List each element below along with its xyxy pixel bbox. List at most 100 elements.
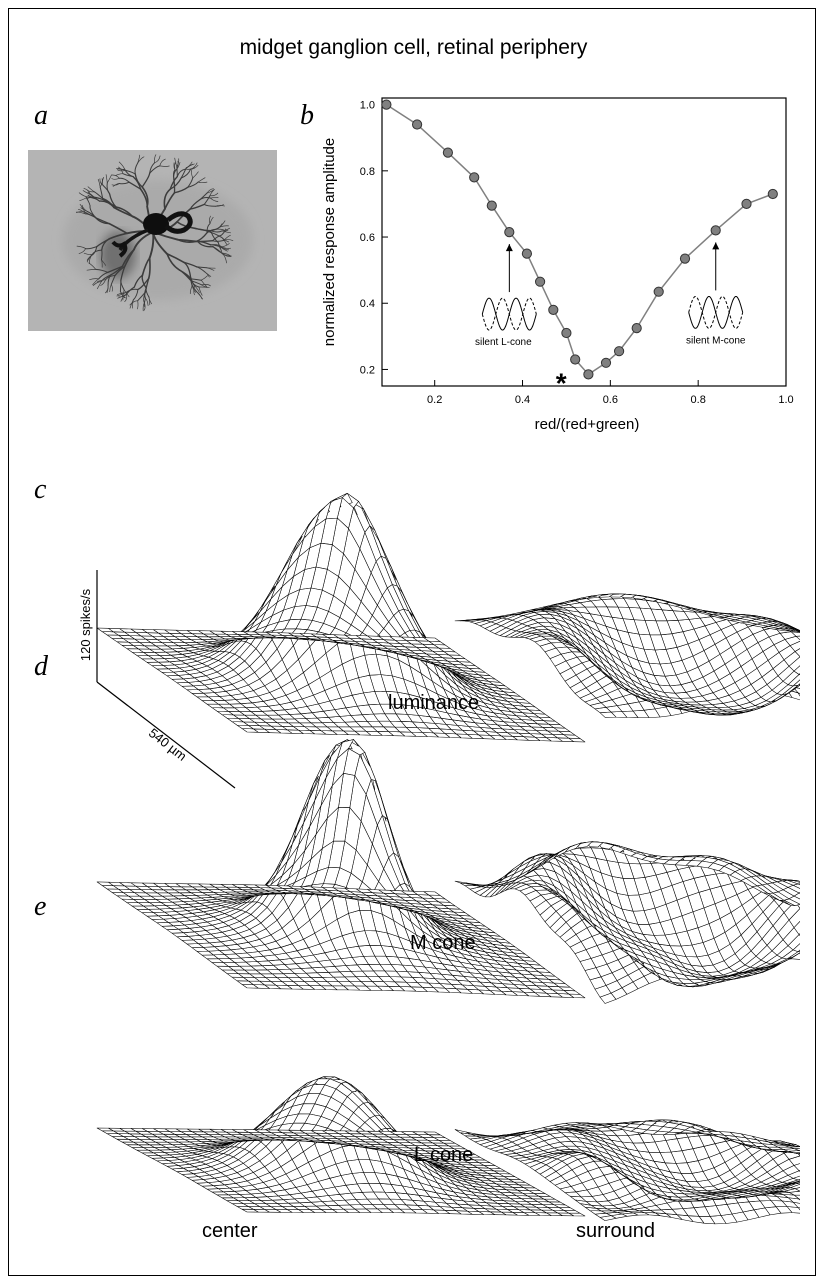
- dendrite-branch: [132, 175, 142, 190]
- dendrite-branch: [99, 178, 104, 186]
- dendrite-branch: [94, 197, 105, 201]
- dendrite-branch: [136, 300, 139, 310]
- dendrite-branch: [137, 154, 141, 164]
- chart-point: [583, 369, 594, 380]
- dendrite-branch: [215, 204, 224, 207]
- dendrite-branch: [134, 162, 139, 175]
- dendrite-branch: [116, 292, 127, 297]
- dendrite-branch: [176, 221, 197, 230]
- dendrite-branch: [195, 227, 212, 232]
- dendrite-branch: [111, 183, 120, 186]
- chart-point: [381, 99, 392, 110]
- dendrite-branch: [204, 271, 210, 278]
- dendrite-branch: [154, 155, 161, 164]
- dendrite-branch: [86, 255, 92, 263]
- dendrite-branch: [221, 228, 226, 236]
- dendrite-branch: [196, 266, 206, 273]
- dendrite-branch: [98, 271, 109, 280]
- dendrite-branch: [148, 296, 152, 305]
- dendrite-branch: [102, 185, 111, 195]
- dendrite-branch: [76, 211, 86, 215]
- dendrite-branch: [187, 177, 194, 188]
- dendrite-branch: [101, 249, 103, 261]
- dendrite-branch: [206, 267, 215, 271]
- dendrite-branch: [76, 245, 86, 249]
- dendrite-branch: [108, 222, 128, 235]
- dendrite-branch: [190, 278, 202, 281]
- response-chart: 0.2 0.4 0.6 0.8 1.00.20.40.60.81.0 silent L-…: [321, 97, 794, 433]
- dendrite-branch: [124, 169, 136, 175]
- dendrite-branch: [172, 169, 176, 180]
- dendrite-branch: [173, 178, 176, 194]
- dendrite-branch: [176, 162, 181, 170]
- dendrite-branch: [85, 197, 91, 206]
- surface-center-m-cone: [96, 739, 586, 999]
- dendrite-branch: [198, 286, 208, 288]
- dendrite-branch: [107, 274, 112, 286]
- panel-label-e: e: [34, 891, 47, 922]
- chart-annotations: silent L-cone silent M-cone*: [475, 242, 746, 398]
- dendrite-branch: [148, 257, 151, 279]
- chart-point: [631, 323, 642, 334]
- dendrite-branch: [210, 196, 219, 199]
- dendrite-branch: [221, 227, 231, 232]
- dendrite-branch: [87, 191, 95, 198]
- dendrite-branch: [96, 281, 102, 290]
- dendrite-branch: [77, 208, 86, 215]
- dendrite-branch: [97, 178, 101, 188]
- surface-mesh-cell: [96, 627, 114, 633]
- dendrite-branch: [112, 183, 120, 187]
- dendrite-branch: [209, 217, 214, 224]
- chart-xlabel: red/(red+green): [535, 416, 640, 433]
- chart-point: [570, 354, 581, 365]
- minimum-marker: *: [556, 367, 567, 398]
- dendrite-branch: [176, 165, 178, 178]
- panel-label-c: c: [34, 474, 47, 505]
- dendrite-branch: [100, 279, 106, 286]
- dendrite-branch: [118, 161, 125, 170]
- chart-point: [741, 198, 752, 210]
- dendrite-branch: [114, 265, 126, 277]
- dendrite-branch: [209, 192, 219, 197]
- dendrite-branch: [89, 278, 99, 281]
- dendrite-branch: [221, 237, 229, 243]
- dendrite-branch: [185, 163, 193, 170]
- dendrite-branch: [219, 225, 229, 228]
- dendrite-branch: [85, 246, 98, 250]
- waveform-dashed: [688, 296, 744, 329]
- dendrite-branch: [210, 226, 221, 232]
- dendrite-branch: [220, 246, 228, 252]
- dendrite-branch: [118, 166, 124, 175]
- annotation-arrowhead: [505, 244, 513, 252]
- dendrite-branch: [79, 196, 89, 201]
- dendrite-branch: [206, 189, 214, 194]
- chart-plot-area: [381, 97, 787, 387]
- chart-point: [679, 253, 691, 264]
- dendrite-branch: [218, 242, 222, 252]
- chart-point: [486, 200, 497, 211]
- dendrite-branch: [79, 203, 85, 213]
- chart-point: [614, 346, 625, 357]
- dendrite-branch: [192, 171, 199, 179]
- dendrite-branch: [210, 232, 223, 238]
- dendrite-branch: [154, 154, 157, 164]
- dendrite-branch: [187, 181, 199, 188]
- chart-point: [469, 172, 480, 183]
- dendrite-branch: [124, 293, 128, 302]
- dendrite-branch: [183, 261, 198, 268]
- dendrite-branch: [109, 283, 112, 293]
- dendrite-branch: [95, 217, 110, 225]
- dendrite-branch: [143, 298, 146, 307]
- annotation-label: silent L-cone: [475, 337, 532, 348]
- dendrite-branch: [125, 288, 139, 294]
- dendrite-branch: [166, 253, 185, 264]
- dendrite-branch: [203, 195, 211, 205]
- dendrite-branch: [86, 211, 97, 219]
- chart-series-line: [385, 103, 774, 376]
- dendrite-branch: [91, 249, 103, 255]
- dendrite-branch: [115, 173, 124, 176]
- dendrite-branch: [132, 299, 134, 309]
- dendrite-branch: [180, 169, 191, 179]
- dendrite-branch: [95, 268, 109, 273]
- dendrite-branch: [106, 284, 109, 294]
